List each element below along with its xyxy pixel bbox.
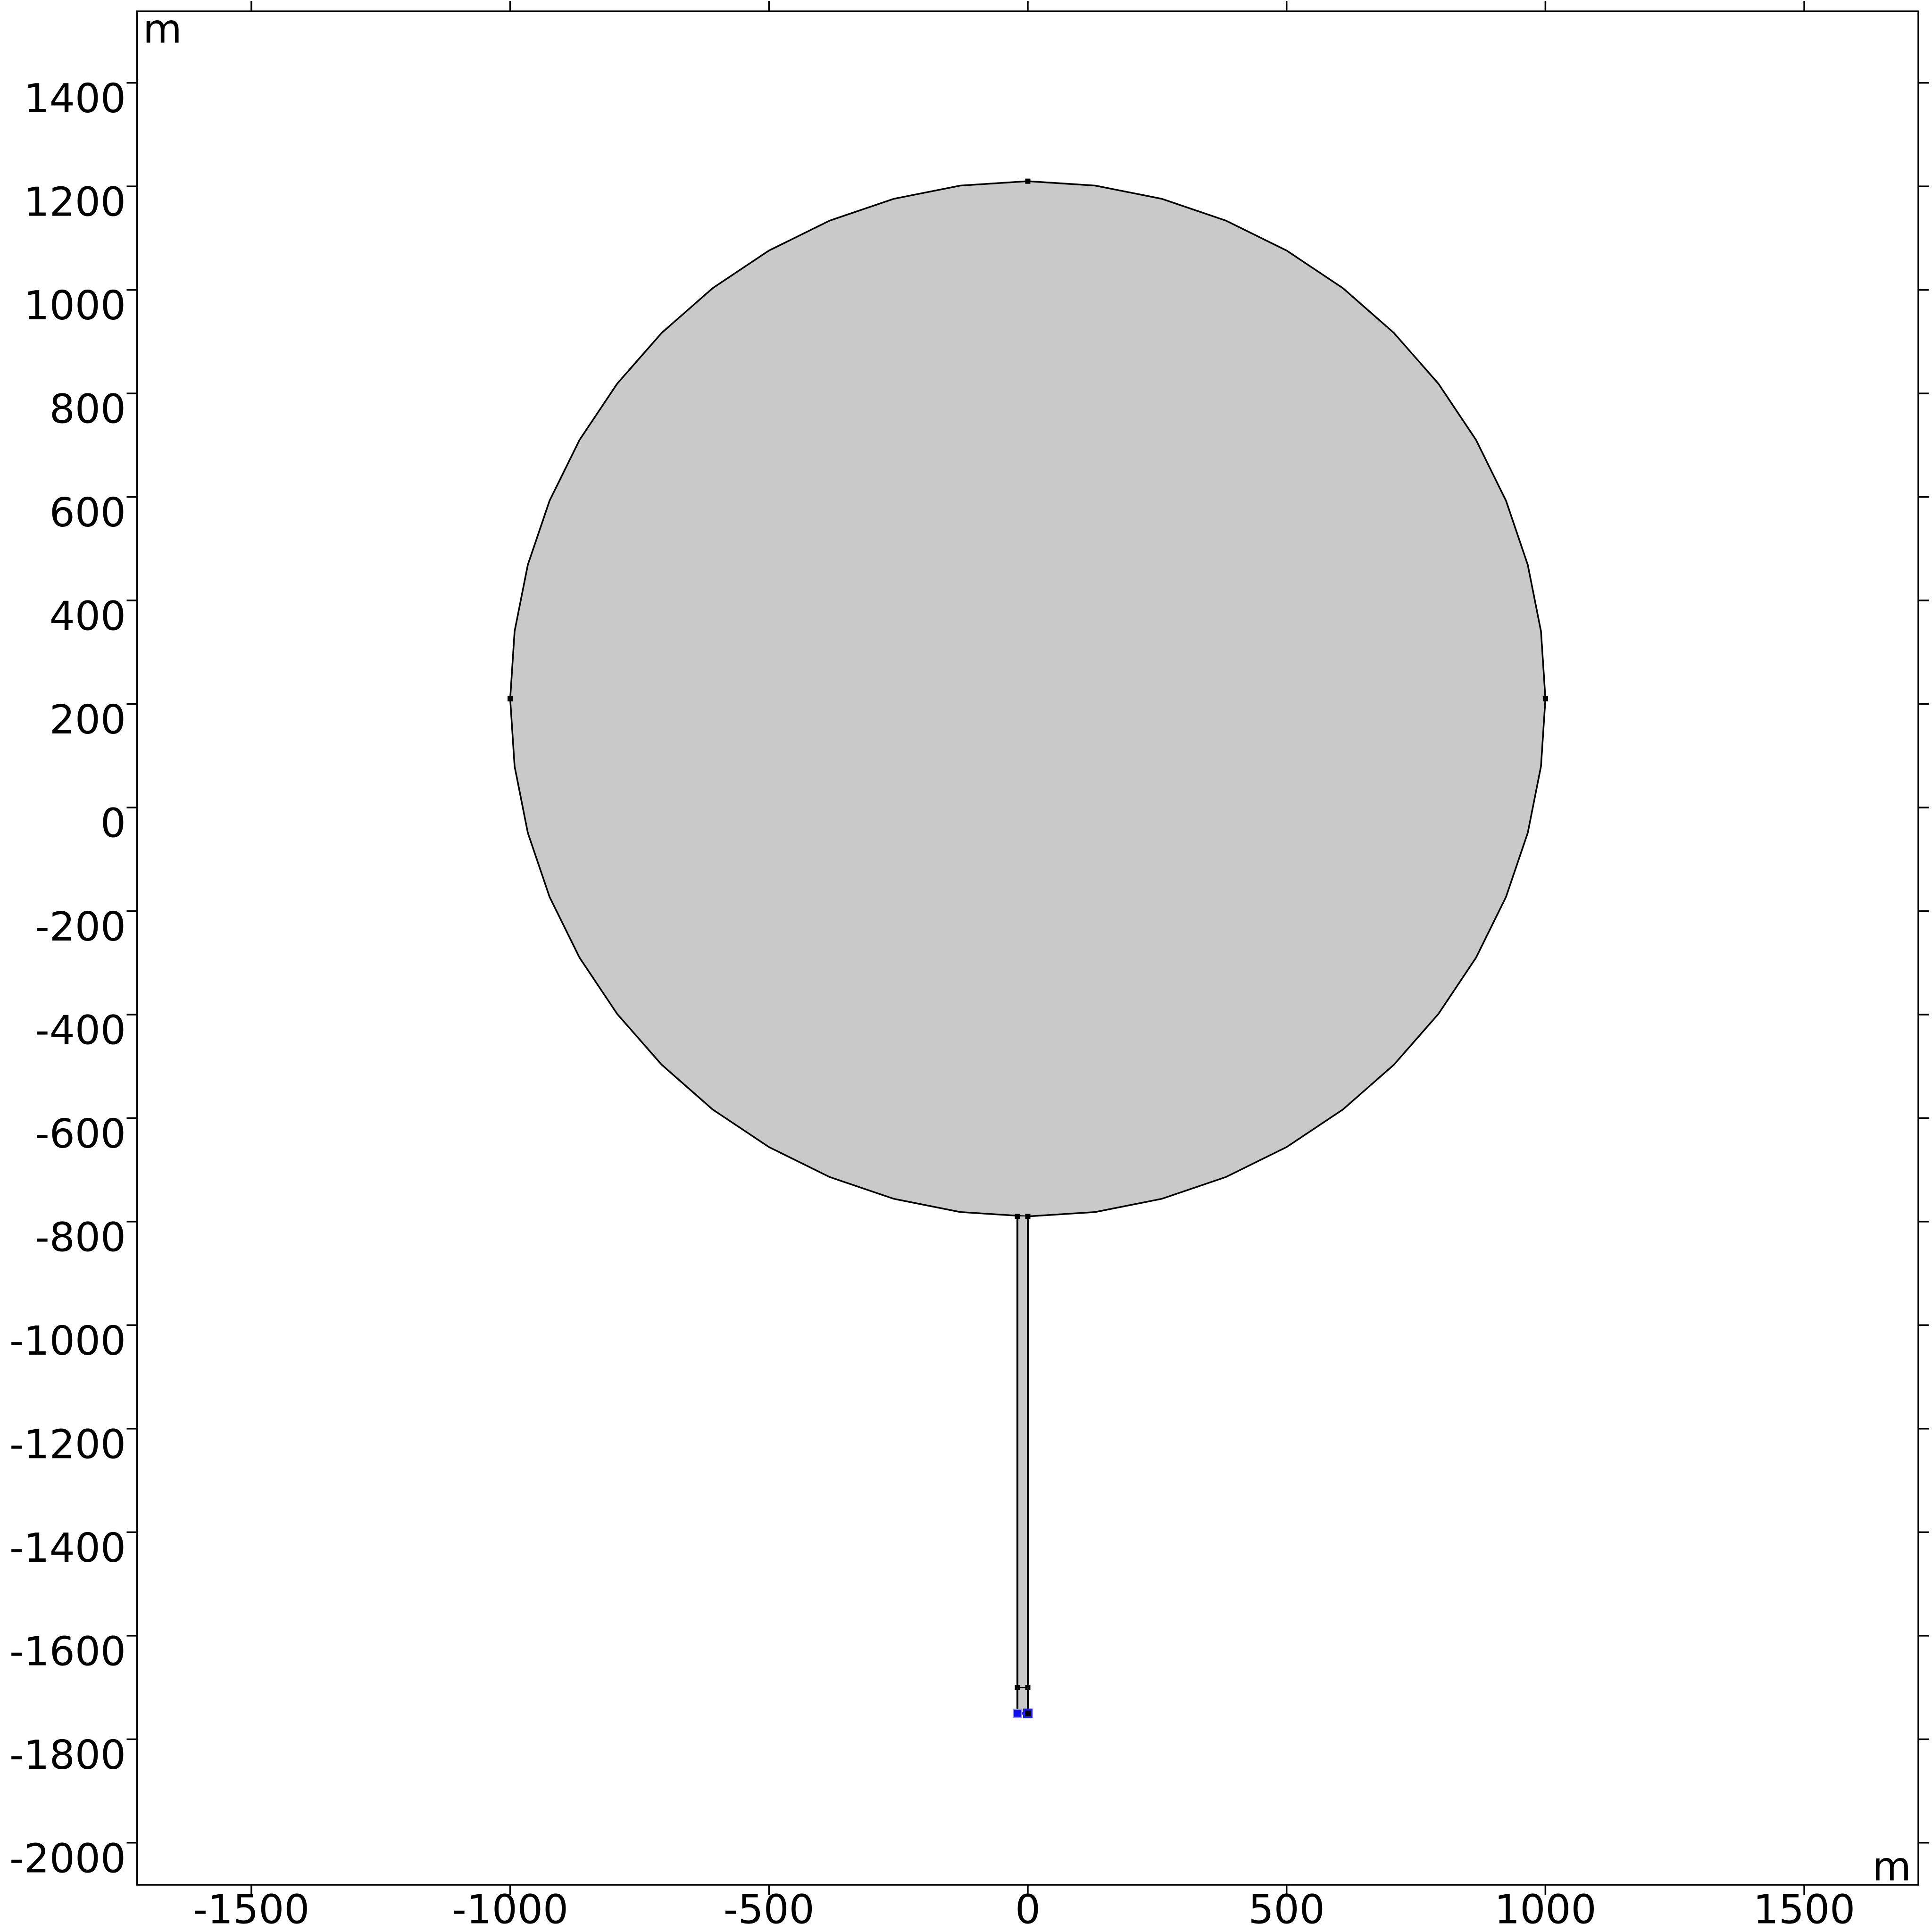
vertex-marker[interactable] [508, 696, 513, 702]
y-axis-tick-label: -1800 [9, 1732, 126, 1779]
x-axis-tick-label: 1000 [1494, 1887, 1596, 1932]
vertex-marker[interactable] [1025, 178, 1031, 184]
y-axis-tick-label: 1400 [24, 75, 126, 122]
geometry-layer[interactable] [509, 180, 1547, 1715]
y-axis-tick-label: -400 [35, 1007, 126, 1054]
y-axis-unit-label: m [143, 6, 182, 53]
y-axis-tick-label: 0 [100, 800, 126, 847]
vertex-marker[interactable] [1025, 1214, 1031, 1219]
highlighted-vertex-marker[interactable] [1025, 1710, 1031, 1716]
y-axis-tick-label: -800 [35, 1214, 126, 1261]
x-axis-tick-label: -1000 [452, 1887, 568, 1932]
vertex-marker[interactable] [1025, 1685, 1031, 1690]
vertex-marker[interactable] [1542, 696, 1548, 702]
y-axis-tick-label: 800 [50, 386, 126, 433]
y-axis-tick-label: 1200 [24, 179, 126, 226]
selected-vertex-marker[interactable] [1013, 1708, 1022, 1718]
y-axis-tick-label: -1400 [9, 1525, 126, 1572]
y-axis-tick-label: -1200 [9, 1421, 126, 1468]
x-axis-tick-label: 1500 [1753, 1887, 1855, 1932]
x-axis-tick-label: -1500 [193, 1887, 309, 1932]
y-axis-tick-label: -2000 [9, 1835, 126, 1882]
y-axis-tick-label: -200 [35, 904, 126, 950]
vertex-marker[interactable] [1015, 1214, 1020, 1219]
y-axis-tick-label: -600 [35, 1111, 126, 1158]
x-axis-tick-label: 0 [1015, 1887, 1041, 1932]
vertex-marker[interactable] [1015, 1685, 1020, 1690]
x-axis-unit-label: m [1872, 1844, 1911, 1890]
x-axis-tick-label: 500 [1249, 1887, 1325, 1932]
wellbore-domain[interactable] [1016, 1216, 1029, 1714]
circle-domain[interactable] [509, 180, 1547, 1217]
x-axis-tick-label: -500 [724, 1887, 815, 1932]
y-axis-tick-label: 400 [50, 593, 126, 640]
y-axis-tick-label: -1600 [9, 1628, 126, 1675]
y-axis-tick-label: 600 [50, 490, 126, 536]
y-axis-tick-label: 200 [50, 697, 126, 743]
y-axis-tick-label: 1000 [24, 283, 126, 329]
y-axis-tick-label: -1000 [9, 1318, 126, 1365]
axes-layer: -1500 -1000 -500 0 500 1000 1500 1400 1200 1000 80… [9, 1, 1929, 1932]
vertex-marker-layer[interactable] [508, 178, 1548, 1718]
